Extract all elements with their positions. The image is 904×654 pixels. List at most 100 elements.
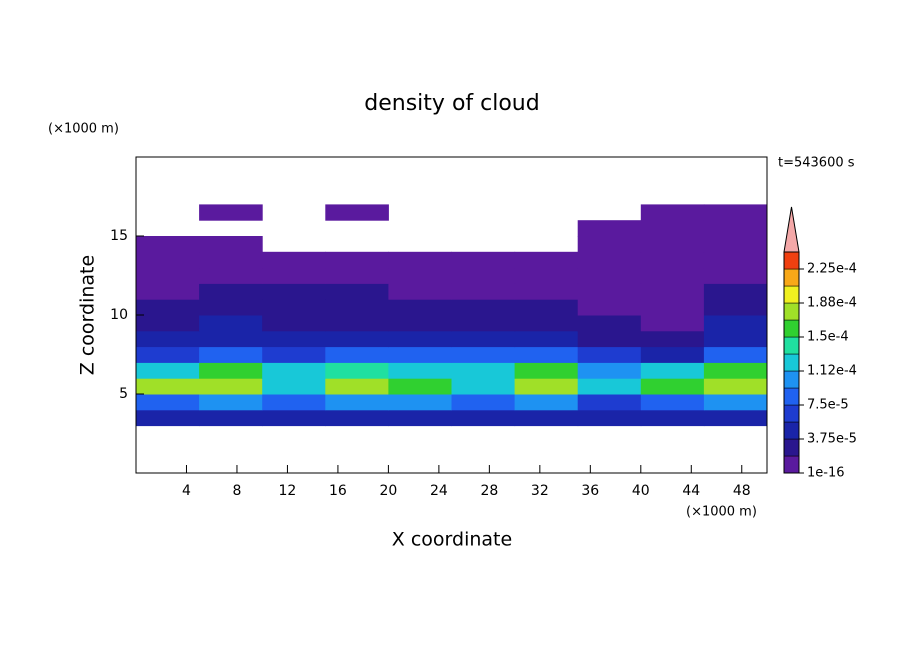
- contour-cell: [514, 346, 579, 363]
- y-tick-label: 5: [119, 386, 128, 402]
- contour-cell: [262, 330, 326, 348]
- contour-cell: [514, 299, 579, 316]
- colorbar-bin: [783, 251, 800, 270]
- contour-cell: [577, 267, 642, 284]
- colorbar-bin: [783, 285, 800, 304]
- contour-cell: [199, 378, 263, 395]
- contour-cell: [136, 409, 200, 427]
- contour-cell: [388, 283, 452, 300]
- contour-cell: [514, 283, 579, 300]
- contour-cell: [577, 362, 642, 379]
- contour-cell: [640, 204, 705, 221]
- contour-cell: [136, 299, 200, 316]
- contour-cell: [640, 220, 705, 237]
- colorbar-tick-label: 2.25e-4: [807, 262, 857, 277]
- contour-cell: [388, 362, 452, 379]
- contour-cell: [136, 330, 200, 348]
- contour-cell: [388, 251, 452, 269]
- contour-cell: [577, 346, 642, 363]
- x-tick-label: 20: [379, 483, 397, 499]
- contour-cell: [640, 394, 705, 411]
- contour-cell: [640, 283, 705, 300]
- contour-cell: [388, 346, 452, 363]
- contour-cell: [325, 346, 389, 363]
- contour-cell: [514, 362, 579, 379]
- y-tick-label: 15: [110, 228, 128, 244]
- contour-cell: [451, 362, 516, 379]
- x-tick-label: 36: [581, 483, 599, 499]
- contour-cell: [199, 236, 263, 253]
- colorbar-bin: [783, 438, 800, 457]
- colorbar-tick-label: 7.5e-5: [807, 398, 849, 413]
- contour-cell: [388, 409, 452, 427]
- contour-cell: [451, 330, 516, 348]
- y-tick-label: 10: [110, 307, 128, 323]
- contour-cell: [136, 251, 200, 269]
- contour-cell: [703, 204, 768, 221]
- contour-cell: [451, 409, 516, 427]
- time-label: t=543600 s: [778, 156, 855, 171]
- contour-cell: [577, 330, 642, 348]
- colorbar-bin: [783, 387, 800, 406]
- contour-cell: [451, 315, 516, 332]
- x-tick-label: 8: [232, 483, 241, 499]
- contour-cell: [262, 409, 326, 427]
- x-tick-label: 44: [682, 483, 700, 499]
- contour-cell: [262, 346, 326, 363]
- contour-cell: [514, 251, 579, 269]
- contour-cell: [199, 251, 263, 269]
- contour-cell: [640, 346, 705, 363]
- contour-cell: [703, 299, 768, 316]
- colorbar-extend: [783, 206, 800, 253]
- colorbar-bin: [783, 302, 800, 321]
- colorbar-tick-label: 1.5e-4: [807, 330, 849, 345]
- contour-cell: [262, 251, 326, 269]
- contour-cell: [703, 394, 768, 411]
- contour-cell: [703, 409, 768, 427]
- contour-cell: [514, 394, 579, 411]
- contour-cell: [325, 299, 389, 316]
- colorbar-bin: [783, 421, 800, 440]
- y-unit: (×1000 m): [48, 122, 119, 137]
- contour-cell: [136, 346, 200, 363]
- contour-cell: [640, 315, 705, 332]
- contour-cell: [262, 394, 326, 411]
- contour-cell: [136, 236, 200, 253]
- contour-cell: [199, 409, 263, 427]
- contour-cell: [703, 362, 768, 379]
- contour-cell: [136, 394, 200, 411]
- contour-cell: [262, 362, 326, 379]
- colorbar-bin: [783, 455, 800, 474]
- contour-cell: [388, 299, 452, 316]
- colorbar-frame: [783, 251, 800, 474]
- contour-cell: [136, 315, 200, 332]
- x-unit: (×1000 m): [686, 505, 757, 520]
- x-tick-label: 28: [480, 483, 498, 499]
- contour-cell: [325, 283, 389, 300]
- contour-cell: [703, 315, 768, 332]
- contour-cell: [703, 330, 768, 348]
- contour-cell: [325, 251, 389, 269]
- contour-cell: [577, 220, 642, 237]
- x-tick-label: 12: [279, 483, 297, 499]
- contour-cell: [514, 378, 579, 395]
- contour-cell: [262, 315, 326, 332]
- contour-cell: [577, 409, 642, 427]
- contour-cell: [388, 315, 452, 332]
- contour-cell: [640, 267, 705, 284]
- colorbar-bin: [783, 404, 800, 423]
- contour-cell: [451, 378, 516, 395]
- contour-cell: [451, 283, 516, 300]
- contour-cell: [703, 236, 768, 253]
- colorbar-bin: [783, 370, 800, 389]
- contour-cell: [388, 394, 452, 411]
- contour-cell: [325, 409, 389, 427]
- x-tick-label: 32: [531, 483, 549, 499]
- contour-cell: [262, 283, 326, 300]
- contour-cell: [325, 330, 389, 348]
- contour-cell: [451, 346, 516, 363]
- colorbar-tick-label: 1e-16: [807, 466, 845, 481]
- contour-cell: [199, 362, 263, 379]
- contour-cell: [199, 283, 263, 300]
- contour-cell: [703, 251, 768, 269]
